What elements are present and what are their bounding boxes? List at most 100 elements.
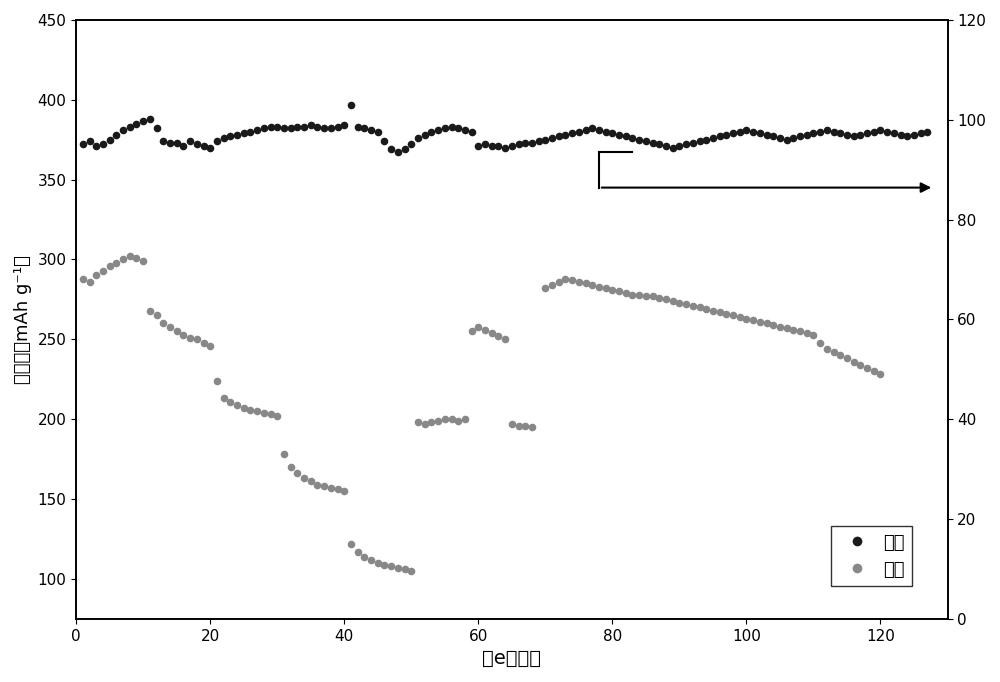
Point [263,121,279,132]
Point [631,289,647,300]
Point [189,139,205,150]
Point [631,134,647,145]
Point [437,123,453,134]
Point [584,280,600,291]
Point [296,473,312,484]
Point [122,121,138,132]
Point [852,359,868,370]
Point [477,139,493,150]
Point [598,126,614,137]
Point [859,363,875,374]
Point [75,139,91,150]
Point [128,252,144,263]
Point [866,126,882,137]
Point [196,140,212,151]
Point [779,323,795,333]
Point [457,414,473,425]
Point [182,136,198,147]
Point [584,123,600,134]
Point [182,332,198,343]
Point [303,476,319,487]
Point [591,281,607,292]
Point [913,128,929,138]
Point [759,130,775,140]
Point [866,366,882,376]
Point [95,139,111,150]
Point [477,324,493,335]
Point [591,125,607,136]
Point [196,337,212,348]
Point [544,132,560,143]
Point [122,251,138,262]
Point [175,140,191,151]
Point [779,134,795,145]
Point [383,561,399,572]
Point [283,462,299,473]
Point [82,136,98,147]
Point [537,283,553,294]
Point [202,143,218,153]
Point [82,276,98,287]
Point [578,278,594,289]
Point [356,551,372,562]
Point [839,130,855,140]
Point [725,128,741,138]
Point [417,130,433,140]
Point [464,326,480,337]
Point [812,337,828,348]
Point [899,131,915,142]
Point [95,265,111,276]
Point [209,136,225,147]
Point [450,123,466,134]
Point [671,140,687,151]
Point [490,331,506,342]
Point [524,421,540,432]
Point [216,393,232,404]
Point [698,134,714,145]
Point [805,329,821,340]
Point [397,564,413,575]
Point [115,254,131,265]
Point [832,350,848,361]
Point [229,400,245,411]
Point [671,297,687,308]
Point [417,419,433,430]
Point [242,404,258,415]
Point [852,130,868,140]
Point [236,402,252,413]
Point [645,137,661,148]
Point [363,554,379,565]
Point [490,140,506,151]
Point [102,134,118,145]
Point [618,131,634,142]
Point [537,134,553,145]
Point [638,136,654,147]
Point [564,275,580,286]
Point [504,140,520,151]
Point [256,123,272,134]
Point [296,121,312,132]
Point [323,123,339,134]
Point [799,327,815,338]
Point [403,565,419,576]
Point [430,415,446,426]
Point [108,257,124,268]
Y-axis label: 比容量（mAh g⁻¹）: 比容量（mAh g⁻¹） [14,255,32,384]
Point [799,130,815,140]
Point [598,283,614,294]
Point [551,131,567,142]
Point [517,137,533,148]
Point [651,139,667,150]
Point [893,130,909,140]
Point [484,327,500,338]
Point [142,305,158,316]
Point [410,417,426,428]
Point [732,312,748,323]
Point [216,132,232,143]
Point [544,280,560,291]
Point [108,130,124,140]
Point [846,356,862,367]
Point [745,314,761,325]
Point [470,321,486,332]
Point [88,270,104,281]
